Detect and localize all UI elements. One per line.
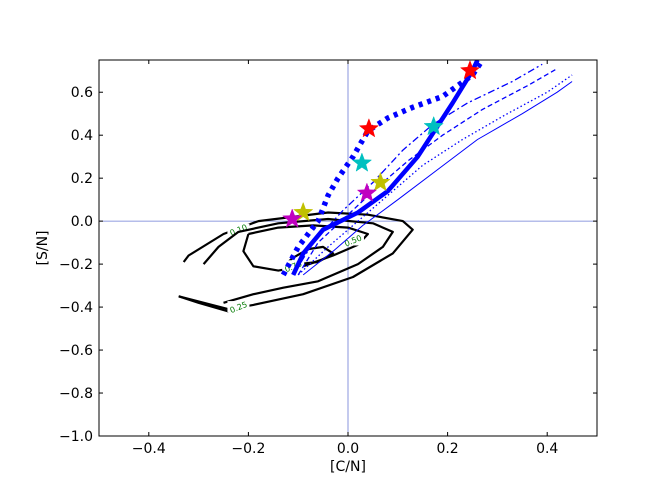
x-tick-label: 0.2: [436, 441, 458, 457]
star-marker: [282, 208, 303, 228]
star-marker: [356, 182, 378, 202]
star-marker: [459, 60, 481, 80]
x-axis-ticks: −0.4 −0.2 0.0 0.2 0.4: [132, 60, 558, 457]
star-markers: [282, 60, 481, 228]
y-tick-label: −0.4: [59, 300, 93, 316]
track-thick: [291, 60, 480, 276]
contour-label-bg: [341, 234, 364, 246]
y-tick-label: 0.4: [71, 128, 93, 144]
y-axis-ticks: −1.0 −0.8 −0.6 −0.4 −0.2 0.0 0.2 0.4 0.6: [59, 85, 597, 445]
x-tick-label: 0.4: [536, 441, 558, 457]
y-tick-label: −1.0: [59, 429, 93, 445]
model-tracks: [280, 60, 573, 277]
contour-line-0.10: [178, 295, 229, 313]
star-marker: [351, 152, 373, 172]
x-axis-label: [C/N]: [330, 459, 366, 475]
x-tick-label: −0.4: [132, 441, 166, 457]
y-tick-label: 0.2: [71, 171, 93, 187]
contour-label-bg: [227, 301, 250, 313]
track-dashdot: [292, 63, 543, 276]
y-tick-label: −0.2: [59, 257, 93, 273]
y-tick-label: 0.6: [71, 85, 93, 101]
y-tick-label: −0.6: [59, 343, 93, 359]
y-tick-label: −0.8: [59, 386, 93, 402]
x-tick-label: 0.0: [337, 441, 359, 457]
contour-line-0.50: [242, 224, 369, 272]
star-marker: [423, 115, 444, 136]
y-axis-label: [S/N]: [35, 231, 51, 266]
x-tick-label: −0.2: [231, 441, 265, 457]
star-marker: [358, 118, 380, 138]
contour-line-0.25: [202, 217, 394, 304]
contour-label-bg: [227, 223, 250, 235]
track-thin: [302, 81, 573, 276]
track-dashed: [297, 68, 558, 276]
star-marker: [370, 171, 391, 192]
star-marker: [293, 201, 314, 222]
y-tick-label: 0.0: [71, 214, 93, 230]
contour-label-bg: [282, 260, 305, 272]
